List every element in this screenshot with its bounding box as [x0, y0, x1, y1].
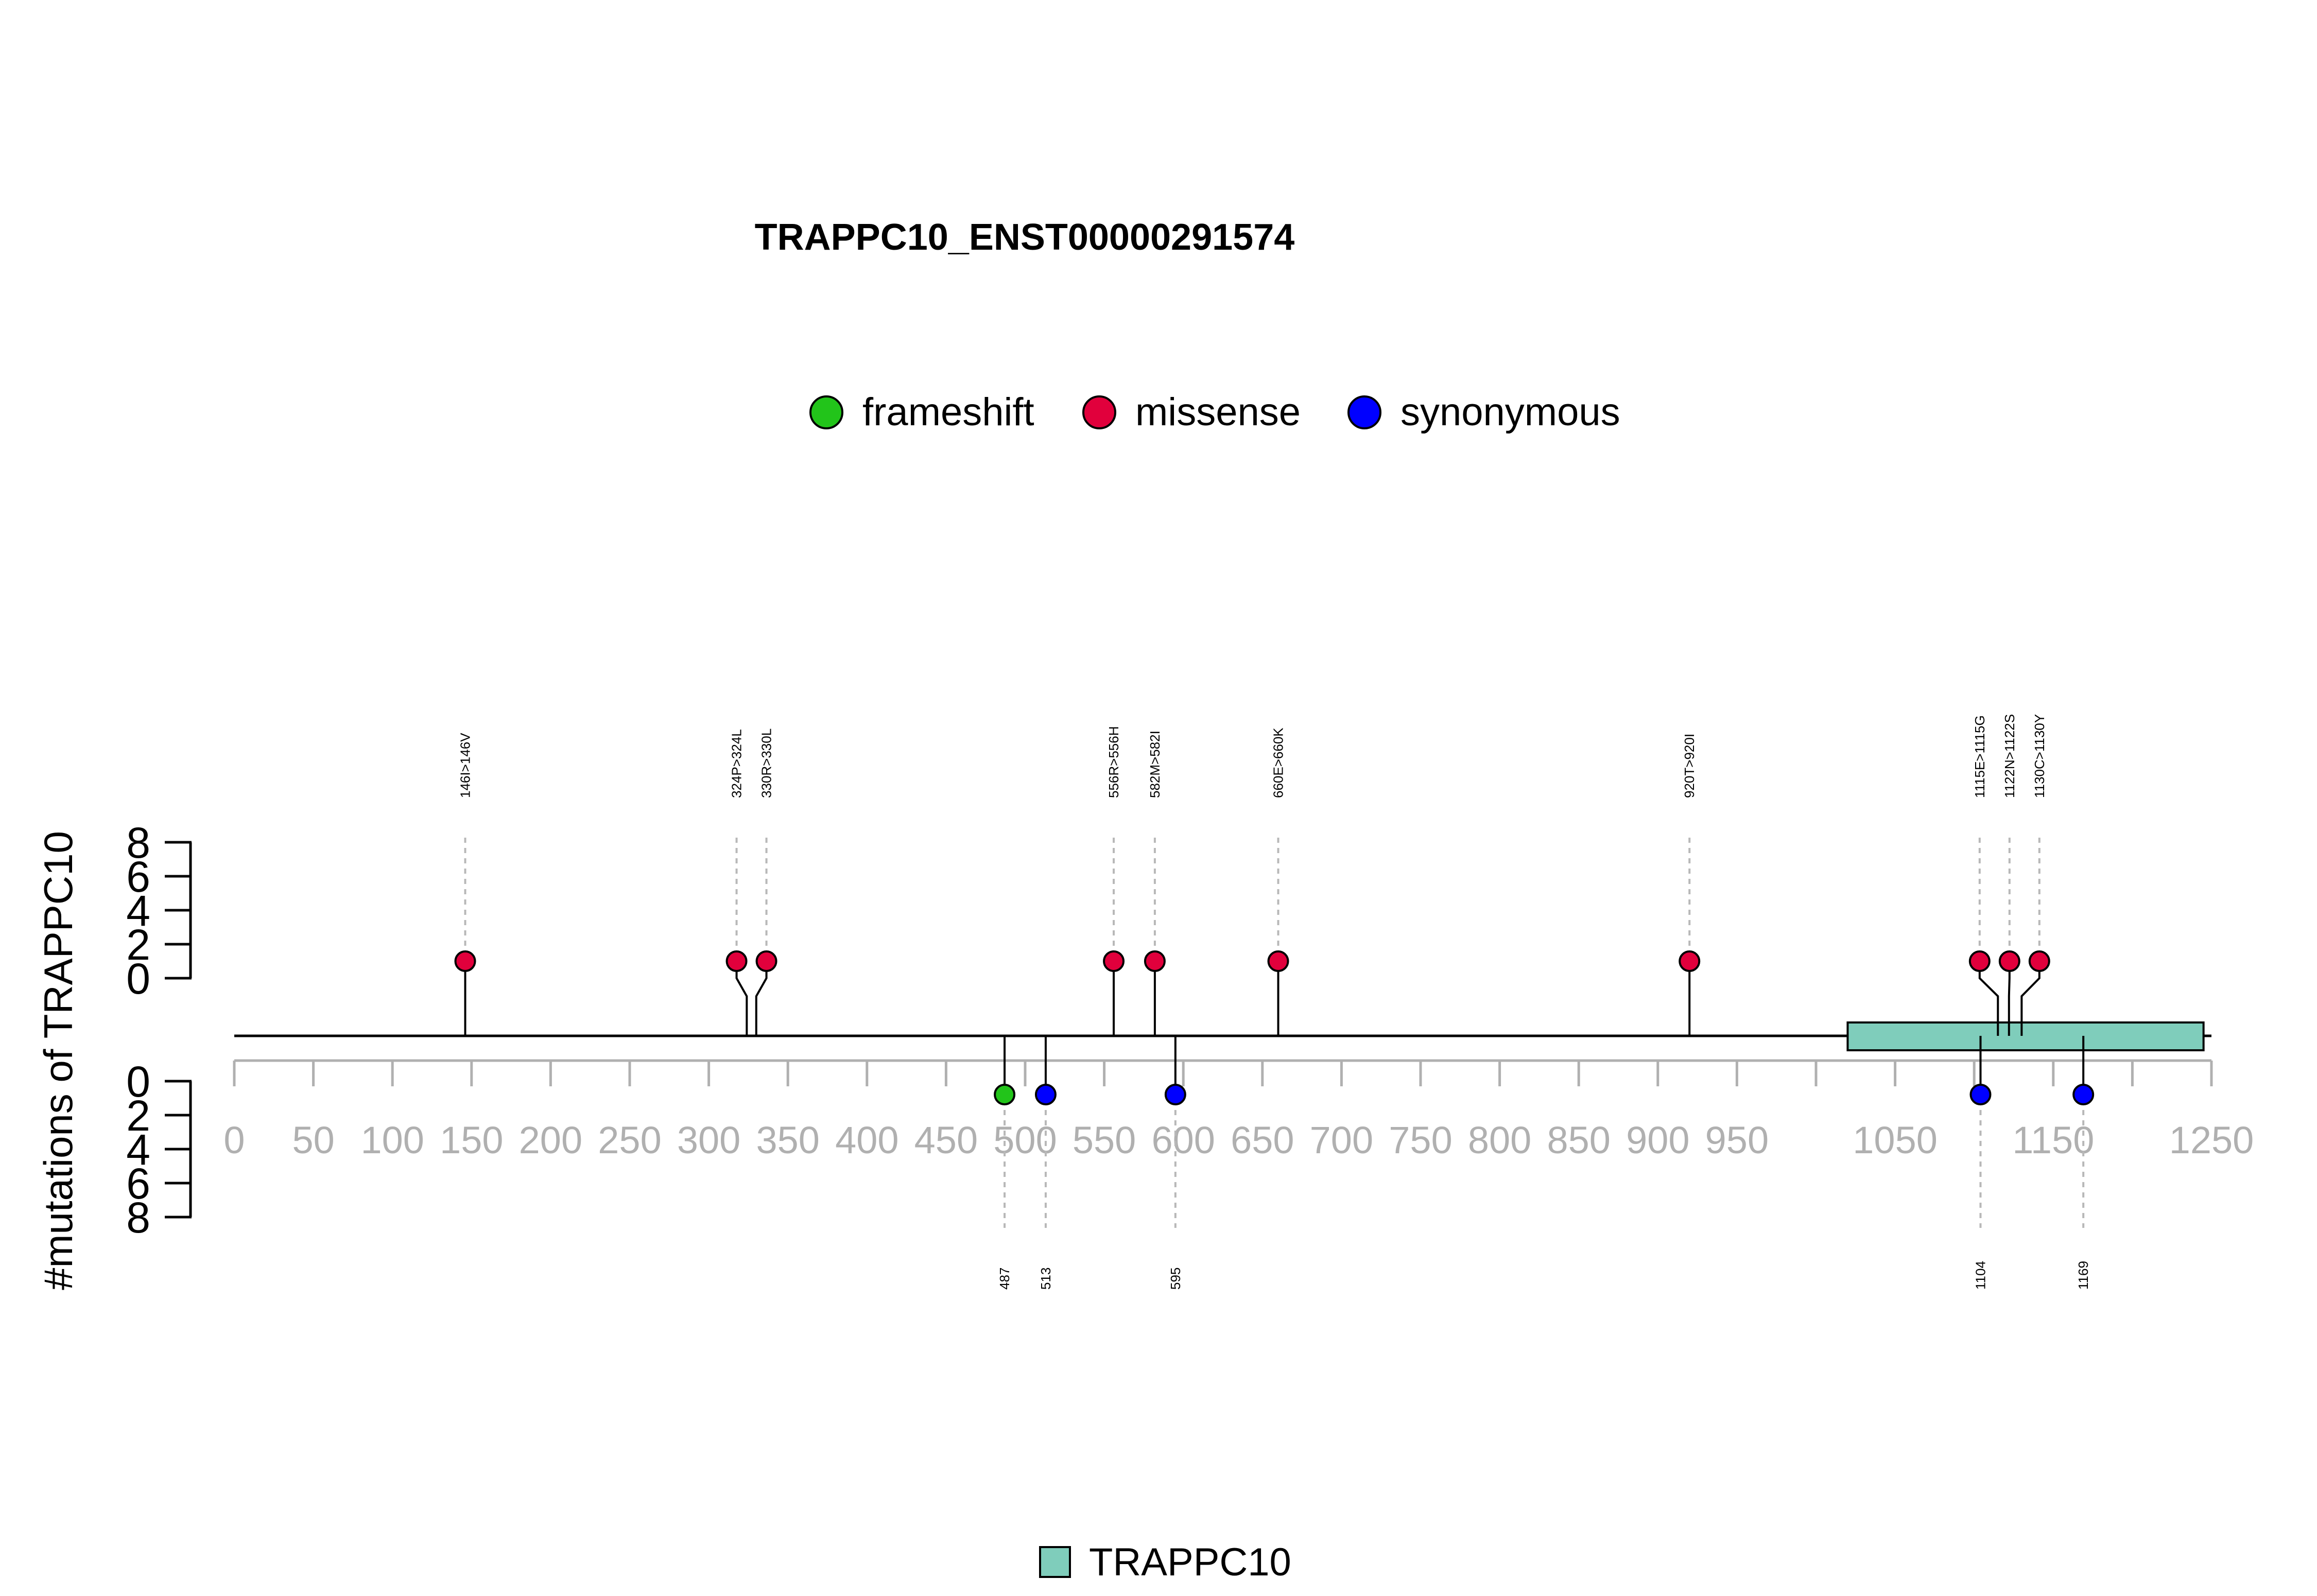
mutation-label: 1169 [2076, 1261, 2091, 1290]
x-tick-label: 800 [1468, 1119, 1531, 1161]
mutation-label: 595 [1168, 1268, 1183, 1290]
y-tick-label-bottom: 4 [126, 1125, 150, 1174]
x-tick-label: 150 [440, 1119, 503, 1161]
x-tick-label: 700 [1310, 1119, 1373, 1161]
legend-marker-missense [1082, 395, 1116, 429]
bottom-mutations: 487 513 595 1104 1169 [994, 1036, 2095, 1290]
mutation-type-legend: frameshift missense synonymous [809, 390, 1620, 434]
lollipop-head-synonymous [1969, 1084, 1992, 1105]
mutation-label: 324P>324L [729, 729, 745, 798]
x-axis: 0 50 100 150 200 250 300 350 400 450 500 550 600 650 7… [223, 1059, 2254, 1161]
mutation-label: 920T>920I [1682, 734, 1697, 798]
x-tick-label: 600 [1151, 1119, 1215, 1161]
domain-TRAPPC10 [1846, 1021, 2205, 1051]
y-tick-label-bottom: 2 [126, 1091, 150, 1140]
domain-legend: TRAPPC10 [1039, 1540, 1291, 1584]
x-tick-label: 950 [1705, 1119, 1769, 1161]
x-tick-label: 850 [1547, 1119, 1610, 1161]
x-tick-label: 650 [1231, 1119, 1294, 1161]
legend-label-missense: missense [1135, 390, 1301, 434]
legend-marker-frameshift [809, 395, 843, 429]
y-tick-label-bottom: 0 [126, 1057, 150, 1106]
y-tick-label-top: 8 [126, 819, 150, 867]
y-tick-label-top: 0 [126, 955, 150, 1003]
mutation-label: 513 [1038, 1268, 1053, 1290]
lollipop-stem [2008, 961, 2011, 1036]
mutation-label: 582M>582I [1147, 731, 1163, 798]
lollipop-head-missense [755, 950, 777, 972]
protein-domains [1846, 1021, 2205, 1051]
mutation-label: 556R>556H [1106, 726, 1121, 799]
lollipop-head-missense [454, 950, 476, 972]
mutation-label: 146I>146V [458, 733, 473, 798]
x-tick-label: 100 [360, 1119, 424, 1161]
lollipop-head-synonymous [1034, 1084, 1057, 1105]
mutation-label: 487 [997, 1268, 1012, 1290]
lollipop-head-missense [1144, 950, 1166, 972]
x-tick-label: 1150 [2012, 1119, 2094, 1161]
x-tick-label: 400 [835, 1119, 898, 1161]
x-tick-label: 300 [677, 1119, 740, 1161]
chart-title: TRAPPC10_ENST00000291574 [755, 217, 1295, 258]
domain-legend-swatch [1039, 1546, 1071, 1578]
legend-label-frameshift: frameshift [862, 390, 1034, 434]
y-tick-label-top: 6 [126, 853, 150, 901]
lollipop-head-missense [2028, 950, 2050, 972]
top-mutations: 146I>146V 324P>324L 330R>330L 556R>556H 582M… [454, 714, 2050, 1036]
y-axis-label: #mutations of TRAPPC10 [36, 831, 81, 1290]
legend-marker-synonymous [1347, 395, 1381, 429]
lollipop-head-frameshift [994, 1084, 1016, 1105]
mutation-label: 1122N>1122S [2002, 714, 2017, 798]
mutation-label: 1115E>1115G [1972, 715, 1987, 798]
x-tick-label: 500 [993, 1119, 1057, 1161]
x-tick-label: 250 [598, 1119, 661, 1161]
y-tick-label-bottom: 6 [126, 1159, 150, 1208]
x-tick-label: 450 [914, 1119, 978, 1161]
x-tick-label: 550 [1073, 1119, 1136, 1161]
y-tick-label-top: 4 [126, 887, 150, 935]
x-tick-label: 350 [756, 1119, 819, 1161]
mutation-label: 660E>660K [1271, 727, 1286, 798]
lollipop-head-missense [1968, 950, 1991, 972]
mutation-label: 1130C>1130Y [2032, 714, 2047, 798]
x-tick-label: 0 [223, 1119, 245, 1161]
y-tick-label-bottom: 8 [126, 1193, 150, 1242]
lollipop-head-missense [1103, 950, 1125, 972]
domain-legend-label: TRAPPC10 [1089, 1540, 1291, 1584]
legend-label-synonymous: synonymous [1400, 390, 1620, 434]
lollipop-head-missense [1267, 950, 1289, 972]
mutation-label: 1104 [1973, 1261, 1988, 1290]
lollipop-head-synonymous [2072, 1084, 2095, 1105]
x-tick-label: 200 [519, 1119, 582, 1161]
x-tick-label: 750 [1389, 1119, 1452, 1161]
x-tick-label: 1250 [2169, 1119, 2254, 1161]
mutation-label: 330R>330L [759, 728, 774, 798]
x-tick-label: 1050 [1853, 1119, 1938, 1161]
lollipop-head-missense [725, 950, 748, 972]
x-tick-label: 50 [292, 1119, 334, 1161]
x-tick-label: 900 [1626, 1119, 1689, 1161]
lollipop-head-missense [1679, 950, 1701, 972]
y-tick-label-top: 2 [126, 921, 150, 969]
lollipop-head-missense [1998, 950, 2020, 972]
lollipop-head-synonymous [1164, 1084, 1186, 1105]
